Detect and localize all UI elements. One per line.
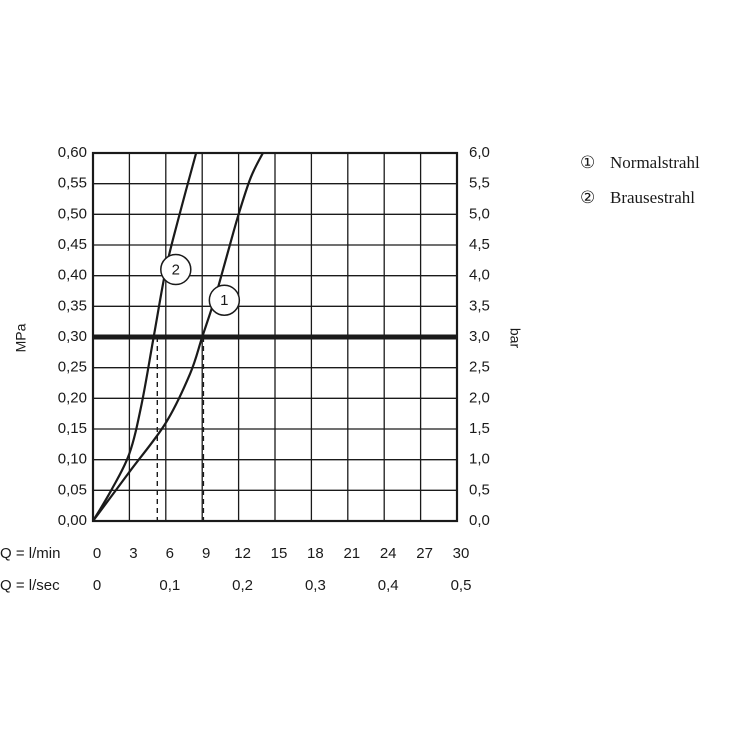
left-tick-label: 0,45 bbox=[58, 236, 87, 253]
curve-marker-label: 1 bbox=[220, 292, 228, 309]
right-tick-label: 4,5 bbox=[469, 236, 490, 253]
x-lsec-tick-label: 0 bbox=[93, 577, 101, 594]
x-lmin-tick-label: 3 bbox=[129, 545, 137, 562]
right-axis-title: bar bbox=[507, 328, 523, 349]
x-lmin-tick-label: 18 bbox=[307, 545, 324, 562]
left-tick-label: 0,25 bbox=[58, 359, 87, 376]
left-tick-label: 0,05 bbox=[58, 481, 87, 498]
right-tick-label: 2,0 bbox=[469, 389, 490, 406]
left-axis-ticks: 0,00 0,05 0,10 0,15 0,20 0,25 0,30 0,35 0,40 0,45… bbox=[58, 144, 87, 529]
x-lsec-tick-label: 0,4 bbox=[378, 577, 399, 594]
legend-symbol-2: ② bbox=[580, 188, 595, 207]
right-tick-label: 5,5 bbox=[469, 175, 490, 192]
curve-marker-2: 2 bbox=[160, 253, 192, 286]
right-tick-label: 3,0 bbox=[469, 328, 490, 345]
left-tick-label: 0,00 bbox=[58, 512, 87, 529]
left-axis-title: MPa bbox=[13, 323, 29, 352]
x-lmin-tick-label: 24 bbox=[380, 545, 397, 562]
x-lmin-tick-label: 27 bbox=[416, 545, 433, 562]
legend-label-brausestrahl: Brausestrahl bbox=[610, 188, 695, 207]
legend-label-normalstrahl: Normalstrahl bbox=[610, 153, 700, 172]
x-axis-lmin-title: Q = l/min bbox=[0, 545, 60, 562]
right-tick-label: 1,5 bbox=[469, 420, 490, 437]
right-tick-label: 4,0 bbox=[469, 267, 490, 284]
left-tick-label: 0,60 bbox=[58, 144, 87, 161]
drop-lines bbox=[156, 337, 205, 521]
x-lmin-tick-label: 12 bbox=[234, 545, 251, 562]
x-lmin-tick-label: 0 bbox=[93, 545, 101, 562]
x-lmin-tick-label: 30 bbox=[453, 545, 470, 562]
right-tick-label: 0,0 bbox=[469, 512, 490, 529]
left-tick-label: 0,20 bbox=[58, 389, 87, 406]
left-tick-label: 0,40 bbox=[58, 267, 87, 284]
left-tick-label: 0,50 bbox=[58, 205, 87, 222]
right-tick-label: 5,0 bbox=[469, 205, 490, 222]
curve-marker-circle bbox=[208, 284, 241, 316]
x-lsec-tick-label: 0,5 bbox=[451, 577, 472, 594]
left-tick-label: 0,15 bbox=[58, 420, 87, 437]
curve-marker-1: 1 bbox=[208, 284, 241, 316]
legend-symbol-1: ① bbox=[580, 153, 595, 172]
right-tick-label: 6,0 bbox=[469, 144, 490, 161]
x-lmin-tick-label: 15 bbox=[271, 545, 288, 562]
x-lmin-tick-label: 9 bbox=[202, 545, 210, 562]
x-lsec-tick-label: 0,2 bbox=[232, 577, 253, 594]
x-axis-lmin-ticks: 0 3 6 9 12 15 18 21 24 27 30 bbox=[93, 545, 470, 562]
right-axis-ticks: 0,0 0,5 1,0 1,5 2,0 2,5 3,0 3,5 4,0 4,5 5,0 5,5 6,0 bbox=[469, 144, 490, 529]
x-lsec-tick-label: 0,3 bbox=[305, 577, 326, 594]
curve-marker-label: 2 bbox=[172, 262, 180, 279]
legend: ① Normalstrahl ② Brausestrahl bbox=[580, 153, 700, 207]
right-tick-label: 0,5 bbox=[469, 481, 490, 498]
x-axis-lsec-title: Q = l/sec bbox=[0, 577, 60, 594]
curve-markers: 12 bbox=[160, 253, 241, 316]
right-tick-label: 3,5 bbox=[469, 297, 490, 314]
x-lmin-tick-label: 21 bbox=[343, 545, 360, 562]
left-tick-label: 0,55 bbox=[58, 175, 87, 192]
right-tick-label: 2,5 bbox=[469, 359, 490, 376]
left-tick-label: 0,35 bbox=[58, 297, 87, 314]
x-lsec-tick-label: 0,1 bbox=[159, 577, 180, 594]
x-lmin-tick-label: 6 bbox=[166, 545, 174, 562]
curves bbox=[92, 152, 264, 522]
left-tick-label: 0,10 bbox=[58, 451, 87, 468]
x-axis-lsec-ticks: 0 0,1 0,2 0,3 0,4 0,5 bbox=[93, 577, 472, 594]
curve-marker-circle bbox=[160, 253, 192, 286]
curve-normalstrahl bbox=[92, 152, 264, 522]
right-tick-label: 1,0 bbox=[469, 451, 490, 468]
curve-brausestrahl bbox=[92, 152, 198, 522]
left-tick-label: 0,30 bbox=[58, 328, 87, 345]
